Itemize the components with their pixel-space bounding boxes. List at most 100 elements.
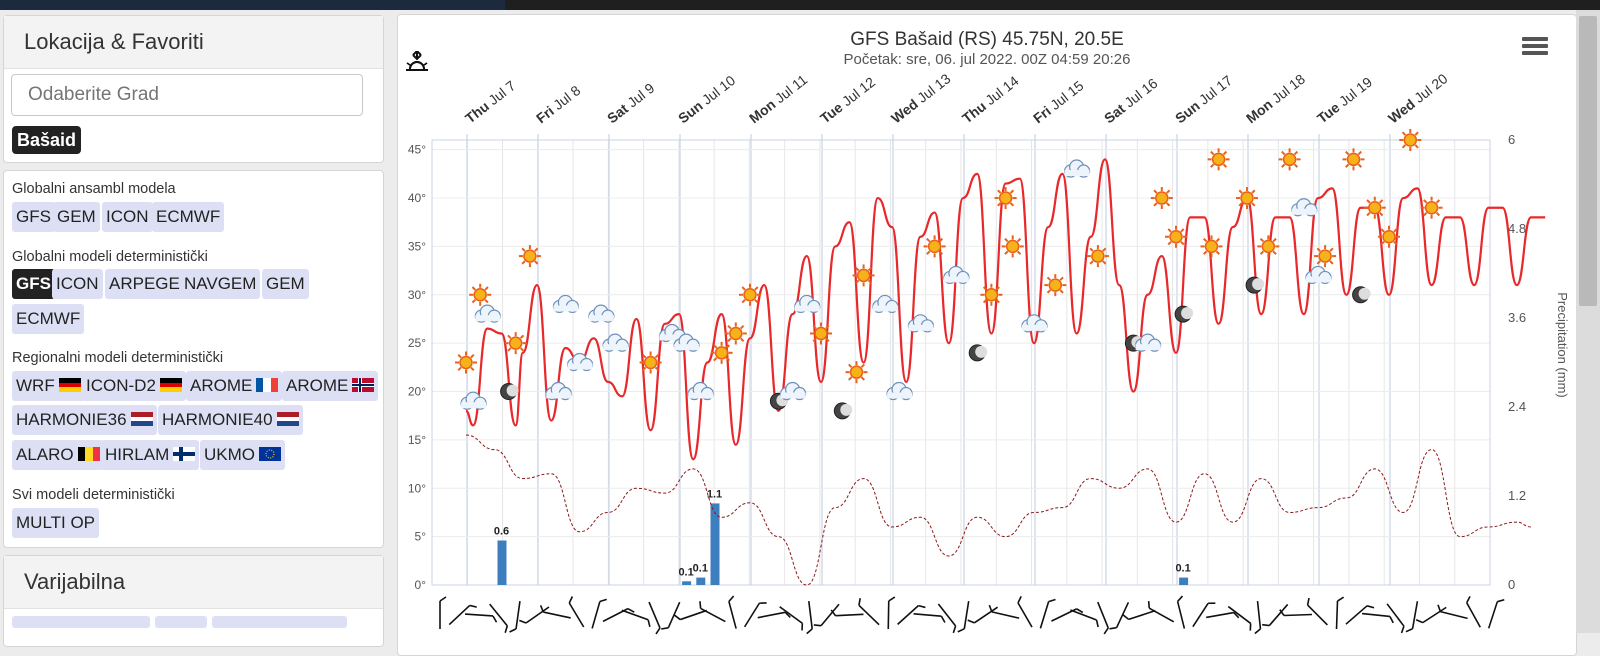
sun-icon [1399, 129, 1421, 151]
wind-barb-icon [1416, 602, 1446, 624]
wind-barb-icon [510, 600, 520, 633]
favorite-city-chip[interactable]: Bašaid [12, 126, 81, 154]
wind-barb-icon [465, 614, 497, 622]
wind-barb-icon [1068, 610, 1100, 627]
models-panel: Globalni ansambl modela GFS GEM ICON ECM… [3, 170, 384, 548]
sun-icon [1208, 148, 1230, 170]
sun-icon [1279, 148, 1301, 170]
sun-icon [640, 352, 662, 374]
y-tick-label: 25° [408, 336, 426, 350]
cloud-icon [461, 392, 486, 409]
model-ukmo[interactable]: UKMO [200, 440, 285, 470]
cloud-icon [1292, 199, 1317, 216]
y-tick-label: 40° [408, 191, 426, 205]
model-alaro[interactable]: ALARO [12, 440, 104, 470]
model-multi-op[interactable]: MULTI OP [12, 508, 99, 538]
moon-icon [969, 345, 987, 361]
cloud-icon [944, 266, 969, 283]
model-navgem[interactable]: NAVGEM [180, 269, 260, 299]
precip-label: 0.1 [693, 563, 708, 575]
wind-barb-icon [776, 607, 805, 631]
cloud-icon [1065, 160, 1090, 177]
model-gem-ensemble[interactable]: GEM [53, 202, 100, 232]
wind-barb-icon [449, 603, 476, 629]
model-arome-norway[interactable]: AROME [282, 371, 378, 401]
model-ecmwf-ensemble[interactable]: ECMWF [152, 202, 224, 232]
wind-barb-icon [1016, 596, 1037, 627]
variable-chip[interactable] [12, 616, 150, 628]
wind-barb-icon [440, 597, 446, 629]
model-ecmwf[interactable]: ECMWF [12, 304, 84, 334]
wind-barb-icon [1406, 600, 1417, 633]
wind-barb-icon [1123, 605, 1155, 621]
model-icon[interactable]: ICON [52, 269, 103, 299]
model-harmonie40[interactable]: HARMONIE40 [158, 405, 303, 435]
model-wrf[interactable]: WRF [12, 371, 85, 401]
wind-barb-icon [519, 602, 549, 625]
location-panel-title: Lokacija & Favoriti [4, 16, 383, 69]
cloud-icon [688, 383, 713, 400]
model-icon-ensemble[interactable]: ICON [102, 202, 153, 232]
precip-bar [682, 581, 691, 585]
sun-icon [1364, 197, 1386, 219]
wind-barb-icon [1382, 604, 1406, 633]
wind-barb-icon [1305, 598, 1332, 625]
wind-barb-icon [1346, 603, 1374, 629]
sun-icon [846, 361, 868, 383]
precip-label: 0.1 [1175, 563, 1190, 575]
wind-barb-icon [539, 605, 572, 618]
page-scrollbar[interactable] [1576, 10, 1600, 633]
city-search-input[interactable] [11, 74, 363, 116]
wind-barb-icon [958, 600, 969, 633]
wind-barb-icon [898, 603, 926, 629]
model-alaro-label: ALARO [16, 445, 74, 464]
sun-icon [1421, 197, 1443, 219]
chart-plot: 45°40°35°30°25°20°15°10°5°0°64.83.62.41.… [398, 15, 1576, 655]
x-day-label: Tue Jul 12 [817, 74, 878, 127]
model-arpege[interactable]: ARPEGE [105, 269, 184, 299]
moon-icon [501, 384, 519, 400]
wind-barb-icon [888, 597, 895, 629]
germany-flag-icon [160, 378, 182, 392]
x-day-label: Sat Jul 16 [1101, 75, 1161, 127]
sun-icon [505, 332, 527, 354]
x-day-label: Thu Jul 14 [959, 72, 1022, 126]
wind-barb-icon [728, 596, 742, 628]
model-icon-d2[interactable]: ICON-D2 [82, 371, 186, 401]
wind-barb-icon [988, 605, 1021, 618]
wind-barb-icon [1146, 601, 1177, 622]
wind-barb-icon [675, 605, 707, 621]
wind-barb-icon [485, 604, 510, 633]
variables-panel: Varijabilna [3, 555, 384, 647]
model-arome-france[interactable]: AROME [186, 371, 282, 401]
x-day-label: Sun Jul 17 [1172, 72, 1235, 126]
wind-barb-icon [1252, 601, 1261, 633]
y-right-tick-label: 4.8 [1508, 221, 1526, 236]
model-harmonie40-label: HARMONIE40 [162, 410, 273, 429]
dewpoint-line [466, 435, 1531, 585]
variable-chip[interactable] [155, 616, 207, 628]
germany-flag-icon [59, 378, 81, 392]
top-bar [0, 0, 1600, 10]
precip-bar [1179, 578, 1188, 585]
wind-barb-icon [934, 604, 958, 633]
sun-icon [1378, 226, 1400, 248]
model-harmonie36[interactable]: HARMONIE36 [12, 405, 157, 435]
y-tick-label: 0° [415, 578, 427, 592]
model-gfs-selected[interactable]: GFS [12, 269, 55, 299]
y-right-tick-label: 1.2 [1508, 488, 1526, 503]
model-gfs-ensemble[interactable]: GFS [12, 202, 55, 232]
model-hirlam[interactable]: HIRLAM [101, 440, 199, 470]
scrollbar-thumb[interactable] [1579, 16, 1597, 306]
group-label-global-ensemble: Globalni ansambl modela [12, 181, 176, 197]
model-gem[interactable]: GEM [262, 269, 309, 299]
model-icon-d2-label: ICON-D2 [86, 376, 156, 395]
wind-barb-icon [1177, 596, 1191, 629]
sun-icon [853, 264, 875, 286]
sun-icon [980, 284, 1002, 306]
y-tick-label: 15° [408, 433, 426, 447]
wind-barb-icon [1193, 600, 1215, 630]
location-panel: Lokacija & Favoriti Bašaid [3, 15, 384, 163]
variable-chip[interactable] [212, 616, 347, 628]
cloud-icon [603, 334, 628, 351]
